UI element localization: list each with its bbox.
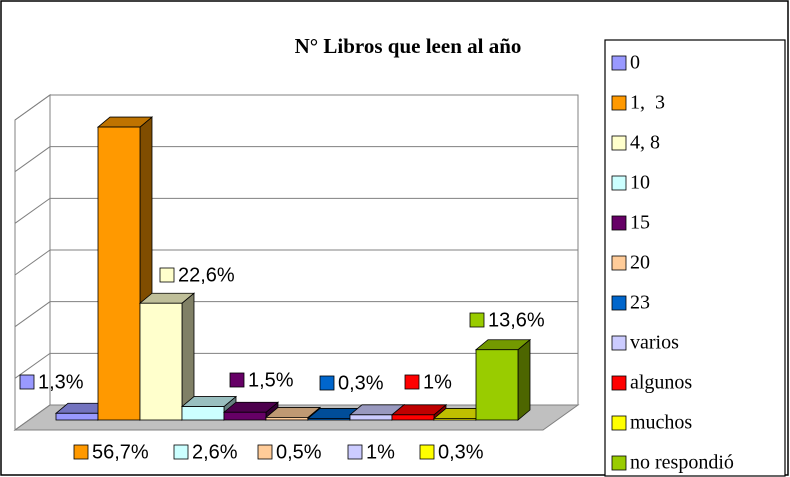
bar [181,406,225,421]
legend-label: algunos [630,372,692,394]
legend-key [611,215,627,231]
data-label: 13,6% [488,309,545,331]
label-key [257,444,273,460]
bar-side [517,338,531,421]
legend-label: 15 [630,212,650,234]
bar [307,418,351,421]
label-key [73,444,89,460]
legend-label: 4, 8 [630,132,660,154]
data-label: 1% [366,441,395,463]
data-label: 22,6% [178,264,235,286]
legend-key [611,335,627,351]
data-label: 2,6% [192,441,238,463]
legend-key [611,55,627,71]
data-label: 1,3% [38,371,84,393]
data-label: 1,5% [248,369,294,391]
legend-frame [604,39,786,477]
grid-line [14,352,578,379]
label-key [19,374,35,390]
legend-label: 23 [630,292,650,314]
legend-key [611,295,627,311]
bar [265,417,309,421]
legend-key [611,95,627,111]
grid-line [14,301,578,328]
legend-key [611,135,627,151]
legend-key [611,415,627,431]
bar [475,349,519,421]
legend-label: 0 [630,52,640,74]
grid-line [14,197,578,224]
legend-label: 1, 3 [630,92,665,114]
grid-line [14,94,578,121]
legend-label: no respondió [630,452,734,474]
grid-line [14,249,578,276]
data-label: 0,3% [338,372,384,394]
grid-line [14,146,578,173]
bar [139,302,183,421]
bar [391,414,435,421]
label-key [173,444,189,460]
label-key [419,444,435,460]
legend-label: muchos [630,412,692,434]
data-label: 56,7% [92,441,149,463]
legend-key [611,455,627,471]
legend-label: 10 [630,172,650,194]
legend-key [611,375,627,391]
data-label: 1% [423,371,452,393]
label-key [469,312,485,328]
legend-key [611,175,627,191]
label-key [404,374,420,390]
chart-title: N° Libros que leen al año [295,34,522,58]
legend-label: 20 [630,252,650,274]
bar [55,412,99,421]
legend-key [611,255,627,271]
data-label: 0,5% [276,441,322,463]
bar [97,126,141,421]
bar [349,414,393,421]
bar [223,411,267,421]
bar [433,418,477,421]
legend-label: varios [630,332,679,354]
label-key [229,372,245,388]
label-key [347,444,363,460]
label-key [319,375,335,391]
label-key [159,267,175,283]
data-label: 0,3% [438,441,484,463]
